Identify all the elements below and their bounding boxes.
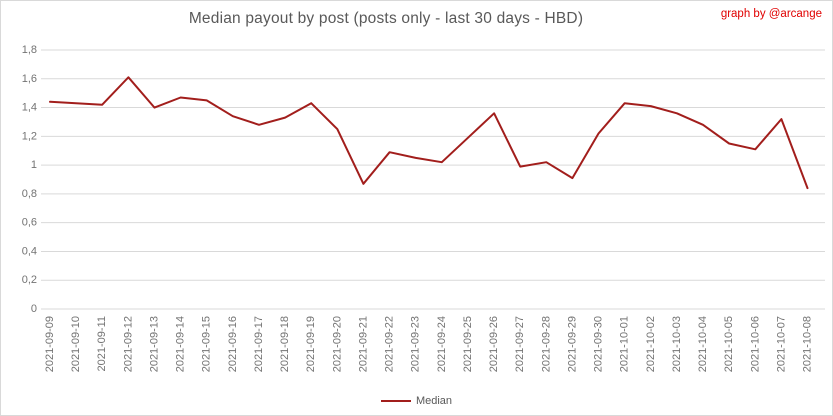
x-axis-tick-label: 2021-09-24 bbox=[436, 316, 448, 372]
legend-label: Median bbox=[415, 395, 453, 407]
y-axis-tick-label: 0,4 bbox=[22, 245, 37, 257]
x-axis-tick-label: 2021-09-19 bbox=[305, 316, 317, 372]
x-axis-tick-label: 2021-10-02 bbox=[645, 316, 657, 372]
x-axis-tick-label: 2021-10-03 bbox=[671, 316, 683, 372]
y-axis-tick-label: 0,6 bbox=[22, 217, 37, 229]
x-axis-tick-label: 2021-10-07 bbox=[775, 316, 787, 372]
x-axis-tick-label: 2021-09-16 bbox=[227, 316, 239, 372]
x-axis-tick-label: 2021-09-28 bbox=[540, 316, 552, 372]
x-axis-tick-label: 2021-09-27 bbox=[514, 316, 526, 372]
y-axis-tick-label: 1,2 bbox=[22, 130, 37, 142]
x-axis-tick-label: 2021-09-20 bbox=[331, 316, 343, 372]
chart-title: Median payout by post (posts only - last… bbox=[188, 10, 584, 27]
x-axis-tick-label: 2021-09-11 bbox=[96, 316, 108, 371]
x-axis-tick-label: 2021-09-29 bbox=[566, 316, 578, 372]
x-axis-tick-label: 2021-09-10 bbox=[70, 316, 82, 372]
x-axis-tick-label: 2021-10-08 bbox=[802, 316, 814, 372]
y-axis-tick-label: 1,6 bbox=[22, 73, 37, 85]
y-axis-tick-label: 0,2 bbox=[22, 274, 37, 286]
x-axis-tick-label: 2021-10-06 bbox=[749, 316, 761, 372]
legend: Median bbox=[1, 395, 832, 407]
x-axis-tick-label: 2021-09-23 bbox=[410, 316, 422, 372]
x-axis-tick-label: 2021-09-30 bbox=[593, 316, 605, 372]
x-axis-tick-label: 2021-09-12 bbox=[122, 316, 134, 372]
legend-line-swatch bbox=[380, 400, 411, 402]
y-axis-tick-label: 1 bbox=[31, 159, 37, 171]
y-axis-tick-label: 0 bbox=[31, 303, 37, 315]
credit-text: graph by @arcange bbox=[720, 8, 822, 20]
x-axis-tick-label: 2021-09-21 bbox=[357, 316, 369, 372]
x-axis-tick-label: 2021-09-22 bbox=[384, 316, 396, 372]
x-axis-tick-label: 2021-09-13 bbox=[148, 316, 160, 372]
x-axis-tick-label: 2021-10-05 bbox=[723, 316, 735, 372]
median-series-line bbox=[49, 76, 809, 190]
x-axis-tick-label: 2021-10-04 bbox=[697, 316, 709, 372]
x-axis-tick-label: 2021-10-01 bbox=[619, 316, 631, 372]
x-axis-tick-label: 2021-09-15 bbox=[201, 316, 213, 372]
x-axis-tick-label: 2021-09-26 bbox=[488, 316, 500, 372]
y-axis-tick-label: 0,8 bbox=[22, 188, 37, 200]
y-axis-tick-label: 1,8 bbox=[22, 44, 37, 56]
x-axis-tick-label: 2021-09-25 bbox=[462, 316, 474, 372]
x-axis-tick-label: 2021-09-17 bbox=[253, 316, 265, 372]
x-axis-tick-label: 2021-09-09 bbox=[44, 316, 56, 372]
y-axis-tick-label: 1,4 bbox=[22, 102, 37, 114]
x-axis-tick-label: 2021-09-18 bbox=[279, 316, 291, 372]
x-axis-tick-label: 2021-09-14 bbox=[175, 316, 187, 372]
